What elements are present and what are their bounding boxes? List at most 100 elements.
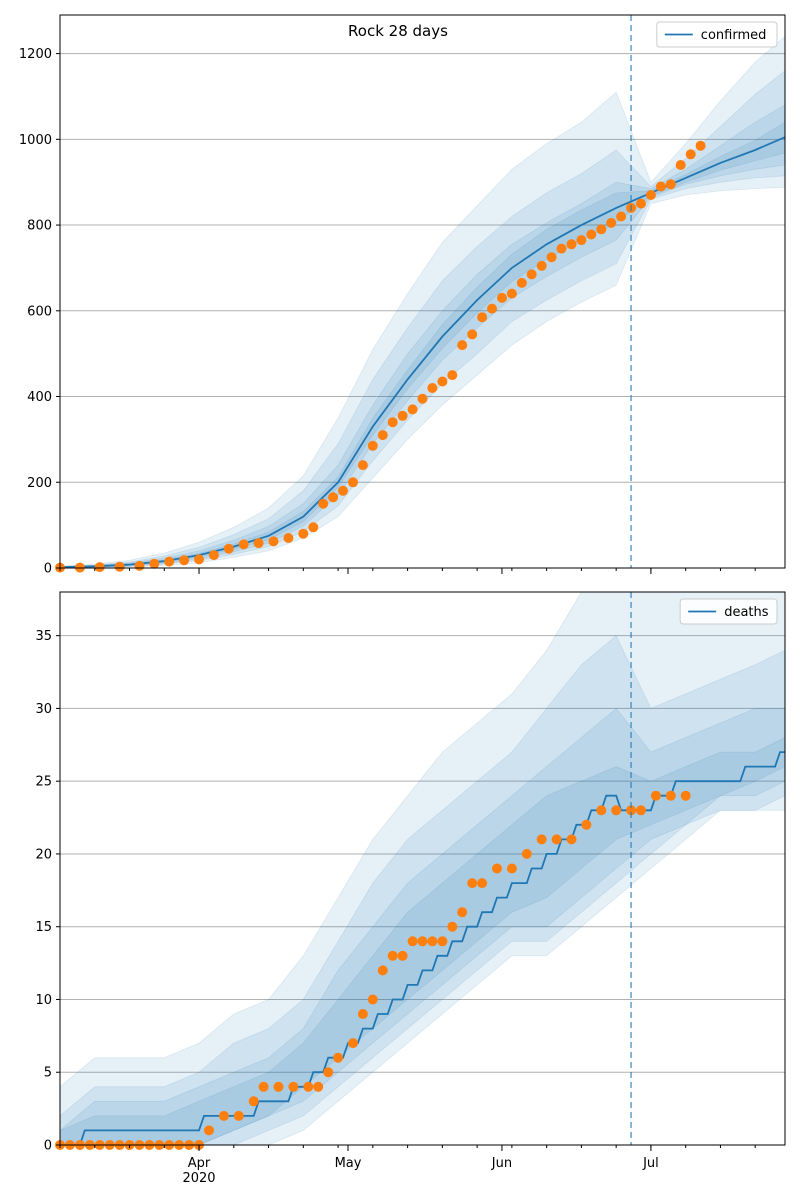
observed-point	[367, 994, 378, 1005]
observed-point	[457, 340, 468, 351]
plot-area	[60, 35, 785, 568]
observed-point	[551, 834, 562, 845]
legend-label: confirmed	[701, 28, 767, 43]
observed-point	[596, 224, 607, 235]
observed-point	[208, 550, 219, 561]
observed-point	[606, 217, 617, 228]
observed-point	[194, 554, 204, 565]
observed-point	[204, 1125, 214, 1136]
axes-frame	[59, 591, 786, 1146]
observed-point	[387, 417, 398, 428]
y-tick-label: 30	[35, 702, 52, 717]
observed-point	[308, 522, 319, 533]
observed-point	[546, 252, 557, 263]
observed-point	[218, 1110, 229, 1121]
observed-point	[149, 558, 160, 569]
observed-point	[318, 498, 329, 509]
observed-point	[233, 1110, 244, 1121]
observed-point	[581, 819, 592, 830]
observed-point	[333, 1052, 344, 1063]
y-tick-label: 600	[27, 304, 52, 319]
x-tick-label: Jul	[642, 1156, 659, 1171]
observed-point	[457, 907, 468, 918]
observed-point	[467, 878, 478, 889]
observed-point	[258, 1081, 269, 1092]
y-tick-label: 20	[35, 847, 52, 862]
observed-point	[447, 370, 458, 381]
x-tick-label: May	[335, 1156, 362, 1171]
x-tick-label: Jun	[491, 1156, 512, 1171]
observed-point	[596, 805, 607, 816]
observed-point	[516, 277, 527, 288]
observed-point	[586, 229, 597, 240]
uncertainty-band-1	[60, 35, 785, 568]
observed-point	[238, 539, 249, 550]
y-tick-label: 15	[35, 920, 52, 935]
observed-point	[134, 560, 145, 571]
y-tick-label: 35	[35, 629, 52, 644]
observed-point	[407, 936, 418, 947]
legend-box	[679, 598, 778, 625]
y-tick-label: 5	[44, 1066, 52, 1081]
y-tick-label: 1000	[19, 133, 52, 148]
observed-point	[636, 198, 646, 209]
axes-frame	[59, 14, 786, 569]
uncertainty-band-2	[60, 635, 785, 1145]
y-tick-label: 0	[44, 1139, 52, 1154]
observed-point	[695, 140, 706, 151]
observed-point	[477, 312, 488, 323]
observed-point	[248, 1096, 259, 1107]
observed-point	[645, 190, 656, 200]
observed-point	[521, 848, 532, 859]
observed-point	[506, 863, 517, 874]
observed-point	[283, 533, 294, 543]
observed-point	[536, 260, 547, 271]
observed-point	[323, 1067, 334, 1078]
observed-point	[427, 936, 438, 947]
observed-point	[665, 790, 676, 801]
observed-point	[566, 834, 577, 845]
y-tick-label: 200	[27, 476, 52, 491]
observed-point	[626, 805, 637, 816]
observed-point	[338, 485, 348, 496]
observed-point	[377, 430, 388, 441]
observed-point	[506, 288, 517, 299]
y-tick-label: 0	[44, 562, 52, 577]
observed-point	[407, 404, 418, 415]
observed-point	[576, 235, 587, 246]
observed-point	[492, 863, 502, 874]
observed-point	[313, 1081, 324, 1092]
observed-point	[427, 383, 438, 393]
observed-point	[164, 556, 175, 567]
observed-point	[611, 805, 622, 816]
observed-point	[650, 790, 661, 801]
y-tick-label: 25	[35, 775, 52, 790]
observed-point	[303, 1081, 314, 1092]
observed-point	[467, 329, 478, 340]
observed-point	[397, 950, 408, 961]
x-tick-label: Apr	[188, 1156, 211, 1171]
observed-point	[273, 1081, 284, 1092]
observed-point	[348, 477, 358, 488]
observed-point	[253, 538, 264, 549]
observed-point	[616, 211, 627, 222]
observed-point	[377, 965, 388, 976]
y-tick-label: 800	[27, 219, 52, 234]
observed-point	[114, 561, 125, 572]
uncertainty-band-3	[60, 707, 785, 1145]
observed-point	[179, 555, 190, 566]
x-year-label: 2020	[182, 1171, 215, 1186]
observed-point	[328, 492, 339, 503]
observed-point	[367, 440, 378, 451]
y-tick-label: 1200	[19, 47, 52, 62]
observed-point	[348, 1038, 358, 1049]
observed-point	[268, 536, 279, 547]
observed-point	[487, 303, 497, 314]
observed-point	[497, 292, 507, 303]
observed-point	[94, 562, 105, 573]
observed-point	[387, 950, 398, 961]
observed-point	[526, 269, 537, 280]
confirmed-panel: 0 200 400 600 800 1000 1200 confirmed	[19, 14, 786, 577]
